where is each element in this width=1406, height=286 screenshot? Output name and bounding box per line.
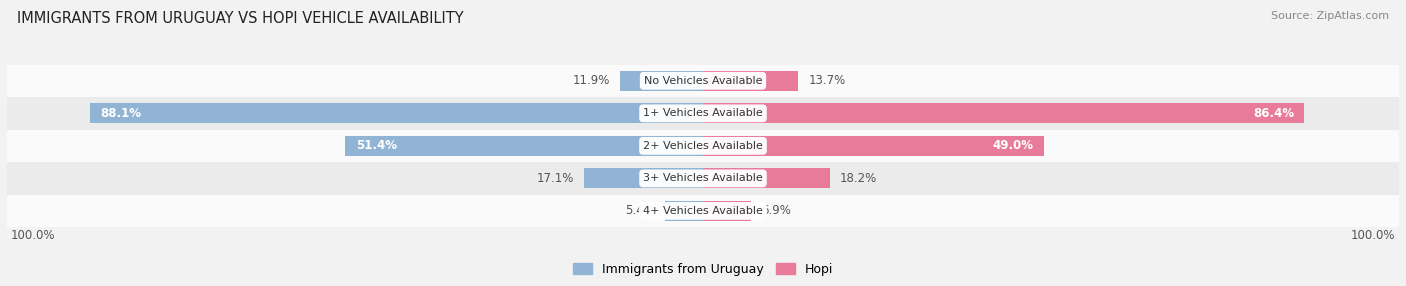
Bar <box>703 201 751 221</box>
Bar <box>583 168 703 188</box>
Bar <box>703 103 1305 124</box>
Text: Source: ZipAtlas.com: Source: ZipAtlas.com <box>1271 11 1389 21</box>
Text: 100.0%: 100.0% <box>1351 229 1396 242</box>
Bar <box>703 168 830 188</box>
Bar <box>665 201 703 221</box>
Text: IMMIGRANTS FROM URUGUAY VS HOPI VEHICLE AVAILABILITY: IMMIGRANTS FROM URUGUAY VS HOPI VEHICLE … <box>17 11 464 26</box>
Bar <box>346 136 703 156</box>
Bar <box>703 71 799 91</box>
Text: No Vehicles Available: No Vehicles Available <box>644 76 762 86</box>
Text: 5.4%: 5.4% <box>626 204 655 217</box>
Text: 4+ Vehicles Available: 4+ Vehicles Available <box>643 206 763 216</box>
Text: 51.4%: 51.4% <box>356 139 396 152</box>
Text: 2+ Vehicles Available: 2+ Vehicles Available <box>643 141 763 151</box>
Bar <box>7 162 1399 195</box>
Text: 100.0%: 100.0% <box>10 229 55 242</box>
Text: 17.1%: 17.1% <box>536 172 574 185</box>
Bar <box>620 71 703 91</box>
Text: 3+ Vehicles Available: 3+ Vehicles Available <box>643 173 763 183</box>
Text: 13.7%: 13.7% <box>808 74 846 87</box>
Bar <box>7 130 1399 162</box>
Text: 86.4%: 86.4% <box>1253 107 1294 120</box>
Bar <box>90 103 703 124</box>
Legend: Immigrants from Uruguay, Hopi: Immigrants from Uruguay, Hopi <box>572 263 834 276</box>
Bar <box>703 136 1045 156</box>
Text: 88.1%: 88.1% <box>100 107 141 120</box>
Bar <box>7 65 1399 97</box>
Text: 11.9%: 11.9% <box>572 74 610 87</box>
Text: 1+ Vehicles Available: 1+ Vehicles Available <box>643 108 763 118</box>
Text: 49.0%: 49.0% <box>993 139 1033 152</box>
Text: 6.9%: 6.9% <box>762 204 792 217</box>
Text: 18.2%: 18.2% <box>841 172 877 185</box>
Bar <box>7 195 1399 227</box>
Bar <box>7 97 1399 130</box>
